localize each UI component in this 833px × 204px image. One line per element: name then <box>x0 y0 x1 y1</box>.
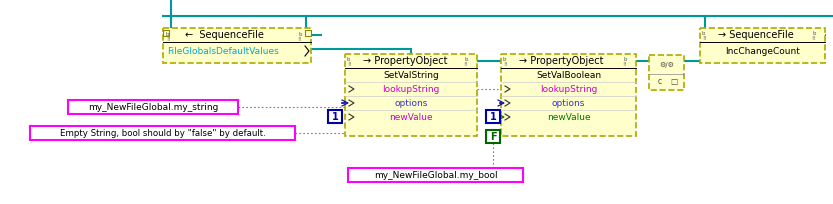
Text: b
!!: b !! <box>622 57 627 67</box>
Text: Empty String, bool should by "false" by default.: Empty String, bool should by "false" by … <box>60 129 266 137</box>
Text: b
!!: b !! <box>463 57 468 67</box>
Text: → SequenceFile: → SequenceFile <box>718 30 794 40</box>
Bar <box>486 130 500 143</box>
Text: ←  SequenceFile: ← SequenceFile <box>185 30 264 40</box>
Text: options: options <box>394 99 427 108</box>
Text: SetValBoolean: SetValBoolean <box>536 71 601 80</box>
Text: b
!!: b !! <box>811 31 816 41</box>
Bar <box>486 110 500 123</box>
Text: c: c <box>657 77 661 86</box>
Text: SetValString: SetValString <box>383 71 439 80</box>
Text: b
!!: b !! <box>503 57 507 67</box>
Text: □: □ <box>670 77 677 86</box>
Bar <box>163 30 169 36</box>
Text: IncChangeCount: IncChangeCount <box>725 47 800 55</box>
Bar <box>345 54 477 136</box>
Text: 1: 1 <box>332 112 338 122</box>
Bar <box>328 110 342 123</box>
Text: b
!!: b !! <box>166 32 171 42</box>
Text: FileGlobalsDefaultValues: FileGlobalsDefaultValues <box>167 47 279 55</box>
Text: b
!!: b !! <box>702 31 706 41</box>
Bar <box>68 100 238 114</box>
Text: ⚙/⚙: ⚙/⚙ <box>659 62 674 68</box>
Text: newValue: newValue <box>546 112 591 122</box>
Bar <box>305 30 311 36</box>
Text: b
!!: b !! <box>297 32 302 42</box>
Text: lookupString: lookupString <box>382 84 440 93</box>
Bar <box>700 28 825 63</box>
Text: → PropertyObject: → PropertyObject <box>363 56 447 66</box>
Text: newValue: newValue <box>389 112 433 122</box>
Text: → PropertyObject: → PropertyObject <box>519 56 603 66</box>
Text: options: options <box>551 99 586 108</box>
Text: my_NewFileGlobal.my_string: my_NewFileGlobal.my_string <box>87 102 218 112</box>
Text: my_NewFileGlobal.my_bool: my_NewFileGlobal.my_bool <box>374 171 497 180</box>
Text: F: F <box>490 132 496 142</box>
Bar <box>30 126 295 140</box>
Bar <box>348 168 523 182</box>
Text: 1: 1 <box>490 112 496 122</box>
Bar <box>501 54 636 136</box>
Text: b
!!: b !! <box>347 57 352 67</box>
Bar <box>649 55 684 90</box>
Bar <box>163 28 311 63</box>
Text: lookupString: lookupString <box>540 84 597 93</box>
